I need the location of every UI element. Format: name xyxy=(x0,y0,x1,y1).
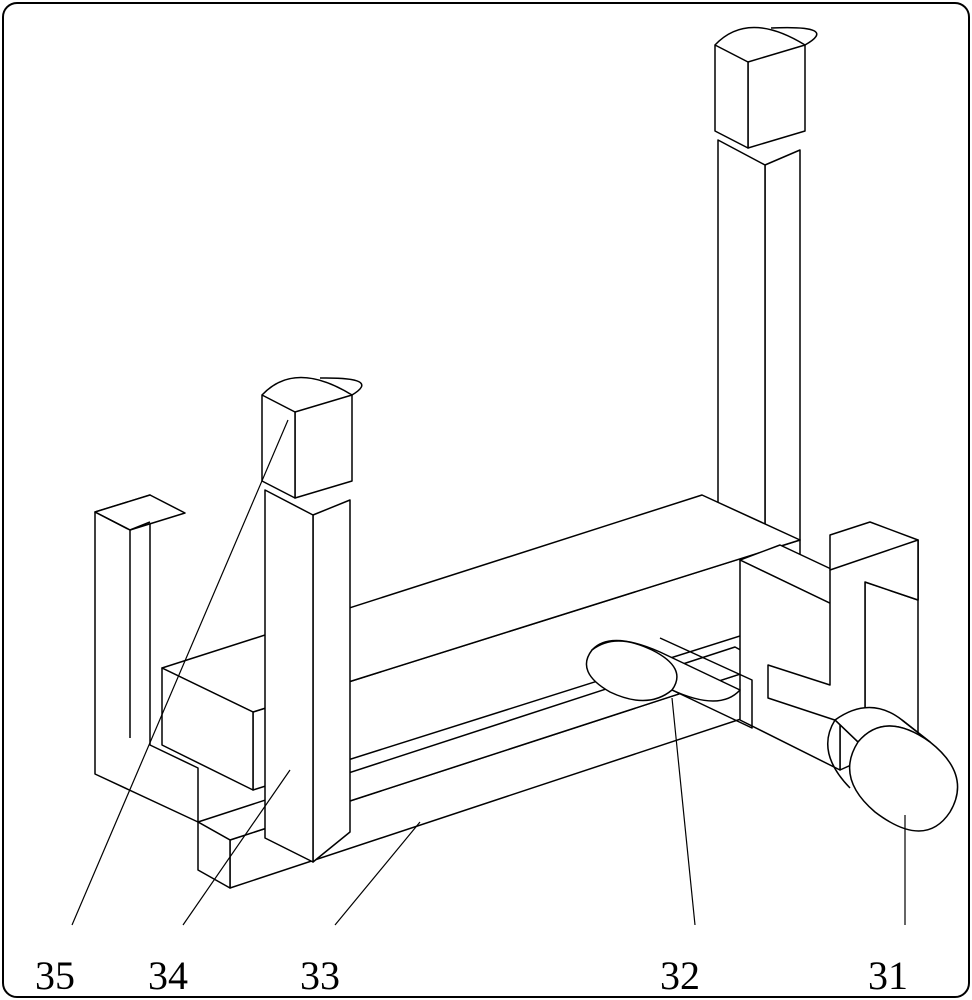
label-31: 31 xyxy=(868,952,908,999)
diagram-canvas: 35 34 33 32 31 xyxy=(0,0,972,1000)
label-35: 35 xyxy=(35,952,75,999)
label-34: 34 xyxy=(148,952,188,999)
label-33: 33 xyxy=(300,952,340,999)
label-32: 32 xyxy=(660,952,700,999)
drawing-svg xyxy=(0,0,972,1000)
